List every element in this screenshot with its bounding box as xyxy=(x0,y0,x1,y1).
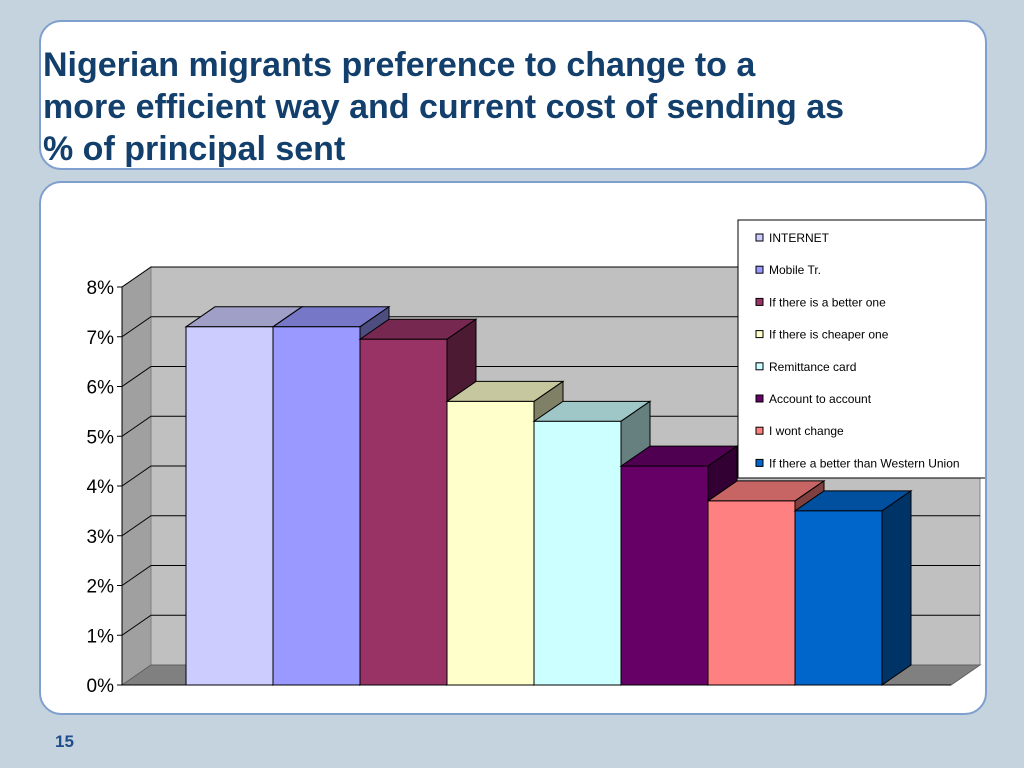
chart-panel: 0% 1% 2% 3% 4% 5% 6% 7% 8% INTERNET Mobile Tr. If t… xyxy=(39,181,987,715)
bar-1-front xyxy=(185,326,274,686)
legend-swatch xyxy=(755,394,764,403)
legend-swatch xyxy=(755,362,764,371)
bar-chart: 0% 1% 2% 3% 4% 5% 6% 7% 8% INTERNET Mobile Tr. If t… xyxy=(87,219,985,697)
gridline xyxy=(121,366,980,387)
y-tick-label: 5% xyxy=(87,427,115,448)
y-tick-label: 8% xyxy=(87,278,115,299)
y-tick-label: 1% xyxy=(87,626,115,647)
title-panel: Nigerian migrants preference to change t… xyxy=(39,20,987,170)
slide-title: Nigerian migrants preference to change t… xyxy=(43,46,845,168)
slide-number: 15 xyxy=(55,732,74,751)
chart-legend xyxy=(737,219,985,479)
bar-5-front xyxy=(533,420,622,686)
y-tick-label: 3% xyxy=(87,527,115,548)
legend-swatch xyxy=(755,265,764,274)
bar-3-front xyxy=(359,338,448,686)
legend-swatch xyxy=(755,297,764,306)
legend-swatch xyxy=(755,233,764,242)
bar-8-side xyxy=(881,489,912,686)
legend-label: If there a better than Western Union xyxy=(769,456,960,470)
bar-2-front xyxy=(272,326,361,686)
legend-label: Account to account xyxy=(769,392,872,406)
legend-label: Remittance card xyxy=(769,360,856,374)
legend-label: INTERNET xyxy=(769,231,830,245)
y-tick-label: 7% xyxy=(87,328,115,349)
legend-label: Mobile Tr. xyxy=(769,263,821,277)
gridline xyxy=(121,266,980,288)
gridline xyxy=(121,415,980,437)
legend-label: I wont change xyxy=(769,424,844,438)
legend-label: If there is cheaper one xyxy=(769,328,889,342)
y-tick-label: 6% xyxy=(87,378,115,399)
legend-swatch xyxy=(755,330,764,339)
legend-swatch xyxy=(755,458,764,467)
bar-4-front xyxy=(446,400,535,686)
bar-7-front xyxy=(707,500,796,686)
legend-label: If there is a better one xyxy=(769,295,886,309)
gridline xyxy=(121,316,980,338)
bar-6-front xyxy=(620,465,709,686)
y-tick-label: 4% xyxy=(87,477,115,498)
legend-swatch xyxy=(755,426,764,435)
y-tick-label: 0% xyxy=(87,676,115,697)
bar-8-front xyxy=(794,510,883,686)
y-tick-label: 2% xyxy=(87,577,115,598)
